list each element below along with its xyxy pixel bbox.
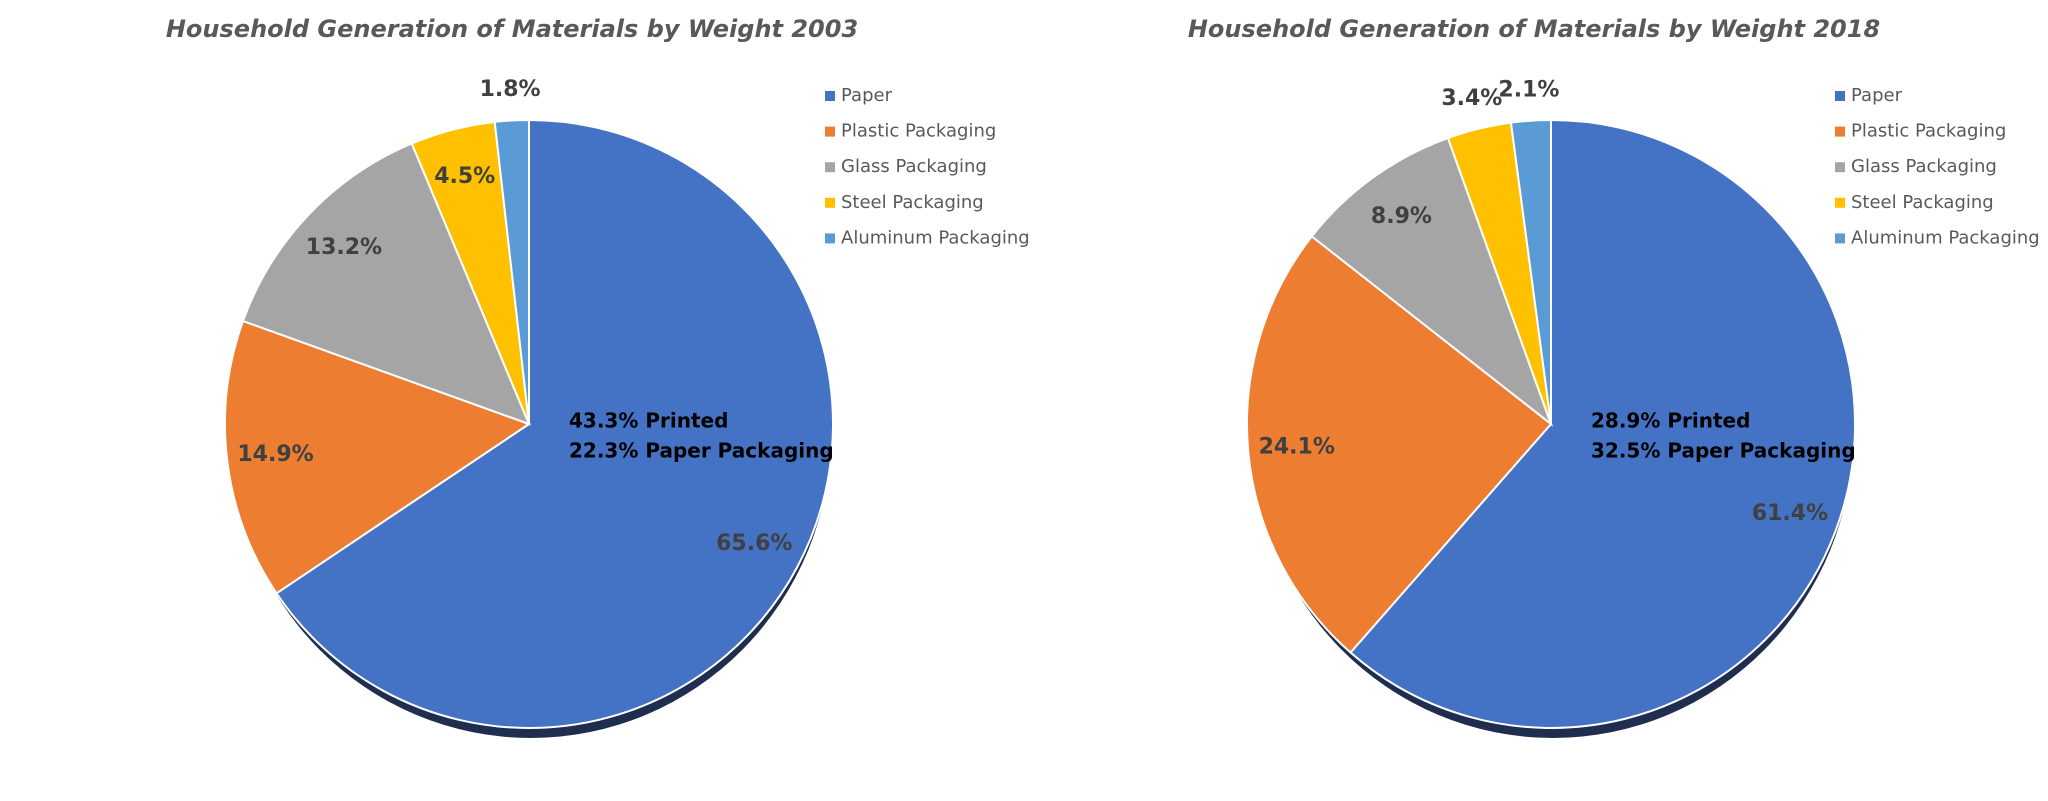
data-label: 8.9% (1371, 204, 1432, 229)
legend-label: Plastic Packaging (1851, 121, 2006, 142)
legend-label: Glass Packaging (1851, 156, 1997, 177)
legend-marker (825, 197, 835, 208)
legend-marker (1835, 162, 1845, 173)
pie-slice (224, 319, 532, 595)
pie-slice (493, 118, 530, 425)
legend-marker (825, 162, 835, 173)
legend-marker (1835, 197, 1845, 208)
annotation: 32.5% Paper Packaging (1591, 439, 1856, 463)
legend-label: Aluminum Packaging (1851, 227, 2040, 248)
legend-label: Steel Packaging (841, 192, 984, 213)
chart-title: Household Generation of Materials by Wei… (166, 15, 858, 43)
annotation: 28.9% Printed (1591, 409, 1750, 433)
annotation: 22.3% Paper Packaging (569, 439, 834, 463)
legend-label: Paper (841, 85, 893, 106)
legend-marker (825, 91, 835, 101)
legend-marker (1835, 233, 1845, 244)
pie-slice (1310, 136, 1554, 427)
legend-label: Plastic Packaging (841, 121, 996, 142)
legend-label: Glass Packaging (841, 156, 987, 177)
legend-marker (825, 126, 835, 137)
legend-label: Paper (1851, 85, 1903, 106)
chart-title: Household Generation of Materials by Wei… (1188, 15, 1880, 43)
data-label: 13.2% (306, 235, 382, 260)
data-label: 61.4% (1752, 501, 1828, 526)
pie-slice (241, 142, 531, 426)
data-label: 4.5% (434, 164, 495, 189)
data-label: 24.1% (1259, 435, 1335, 460)
legend-label: Aluminum Packaging (841, 227, 1030, 248)
legend-marker (1835, 91, 1845, 101)
pie-slice (1246, 234, 1553, 654)
legend-label: Steel Packaging (1851, 192, 1994, 213)
data-label: 3.4% (1441, 86, 1502, 111)
annotation: 43.3% Printed (569, 409, 728, 433)
legend-marker (825, 233, 835, 244)
data-label: 65.6% (716, 531, 792, 556)
pie-slice (1349, 118, 1856, 729)
data-label: 1.8% (480, 77, 541, 102)
data-label: 2.1% (1498, 77, 1559, 102)
legend-marker (1835, 126, 1845, 137)
pie-slice (275, 118, 834, 729)
pie-slice (1509, 118, 1552, 425)
data-label: 14.9% (237, 442, 313, 467)
